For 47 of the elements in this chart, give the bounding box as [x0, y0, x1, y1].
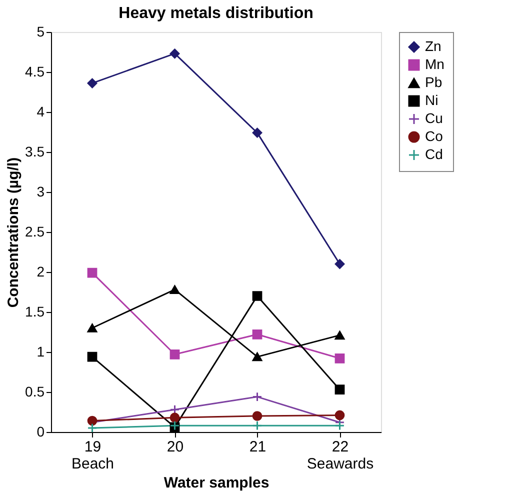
- y-tick-label: 2.5: [25, 224, 45, 240]
- point: [170, 349, 180, 360]
- legend-label: Co: [425, 128, 444, 144]
- point: [87, 324, 98, 332]
- x-tick-label: 21: [249, 438, 266, 456]
- x-axis-title: Water samples: [164, 474, 270, 492]
- y-tick-label: 1: [36, 344, 45, 360]
- point: [87, 352, 98, 362]
- y-tick-label: 4.5: [25, 64, 45, 80]
- point: [252, 420, 262, 431]
- legend-label: Mn: [425, 56, 444, 72]
- point: [334, 410, 345, 420]
- legend-label: Pb: [425, 74, 442, 90]
- point: [334, 259, 345, 269]
- y-tick-label: 0: [36, 424, 45, 440]
- x-tick-label: 19 Beach: [71, 438, 114, 472]
- point: [252, 291, 262, 301]
- y-tick-label: 2: [36, 264, 45, 280]
- y-axis-title: Concentrations (µg/l): [5, 157, 22, 308]
- point: [334, 420, 345, 431]
- point: [334, 353, 345, 364]
- legend-label: Cu: [425, 110, 443, 126]
- point: [87, 78, 98, 88]
- x-tick-label: 20: [166, 438, 184, 456]
- point: [334, 330, 345, 340]
- point: [252, 329, 262, 340]
- point: [170, 412, 180, 423]
- legend-label: Zn: [425, 38, 442, 54]
- y-tick-label: 4: [36, 104, 45, 120]
- point: [87, 268, 98, 278]
- point: [170, 48, 180, 59]
- y-tick-label: 1.5: [25, 304, 45, 320]
- x-tick-label: 22 Seawards: [306, 438, 374, 472]
- point: [252, 411, 262, 421]
- point: [87, 423, 98, 433]
- point: [252, 128, 262, 138]
- point: [252, 392, 262, 402]
- legend-label: Ni: [425, 92, 438, 108]
- point: [334, 384, 345, 395]
- y-tick-label: 0.5: [25, 384, 45, 400]
- legend-label: Cd: [425, 146, 443, 162]
- y-tick-label: 5: [36, 24, 45, 40]
- y-tick-label: 3.5: [25, 144, 45, 160]
- chart-title: Heavy metals distribution: [118, 5, 314, 22]
- y-tick-label: 3: [36, 184, 45, 200]
- point: [170, 285, 180, 294]
- point: [252, 352, 262, 362]
